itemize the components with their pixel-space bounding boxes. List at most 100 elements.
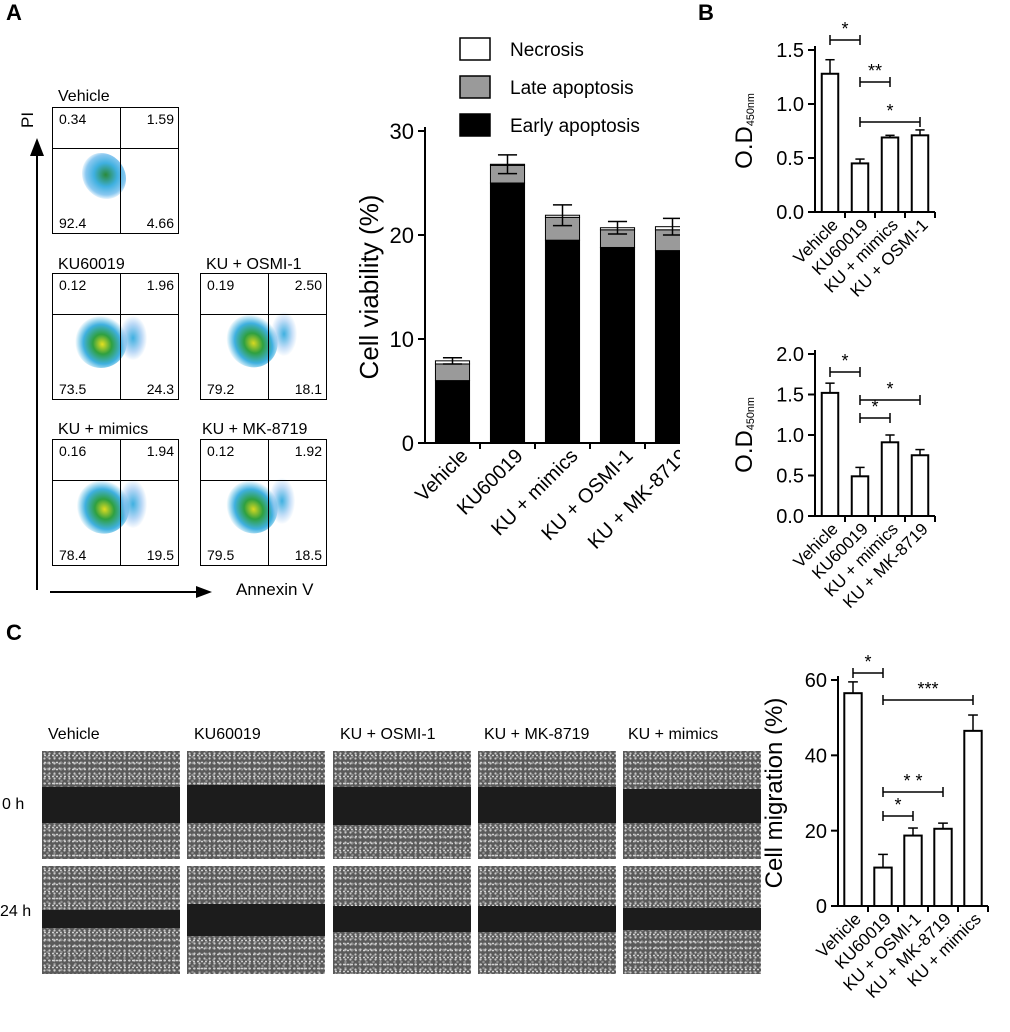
bar: [933, 827, 953, 908]
wound-col-label: KU + OSMI-1: [340, 726, 436, 743]
quadrant-lr: 18.5: [294, 547, 322, 563]
quadrant-ll: 79.2: [207, 381, 235, 397]
bar: [850, 162, 870, 213]
bar-segment: [434, 380, 471, 444]
wound-image: [187, 866, 325, 974]
quadrant-ur: 1.96: [146, 277, 174, 293]
bar: [843, 692, 863, 907]
wound-image: [478, 866, 616, 974]
flow-y-arrow: [30, 138, 44, 590]
flow-plot-label: KU60019: [58, 256, 125, 273]
wound-image: [333, 866, 471, 974]
quadrant-ur: 1.94: [146, 443, 174, 459]
bar: [910, 134, 930, 213]
quadrant-ll: 79.5: [207, 547, 235, 563]
quadrant-ur: 2.50: [294, 277, 322, 293]
significance-label: *: [894, 795, 901, 815]
bar: [910, 454, 930, 517]
y-tick-label: 2.0: [776, 344, 804, 366]
bar: [880, 136, 900, 213]
flow-plot-box: 0.12 1.96 73.5 24.3: [52, 273, 179, 400]
y-axis-label-subscript: 450nm: [745, 93, 757, 126]
y-axis-label: Cell viability (%): [354, 195, 384, 380]
y-tick-label: 1.5: [776, 40, 804, 62]
flow-plot-box: 0.16 1.94 78.4 19.5: [52, 439, 179, 566]
quadrant-ll: 73.5: [59, 381, 87, 397]
flow-plot-label: Vehicle: [58, 88, 110, 105]
bar-segment: [599, 246, 636, 444]
significance-label: *: [841, 351, 848, 371]
flow-plot-label: KU + MK-8719: [202, 421, 308, 438]
legend-label: Early apoptosis: [510, 116, 640, 137]
significance-label: *: [886, 379, 893, 399]
bar-segment: [544, 239, 581, 444]
wound-image: [478, 751, 616, 859]
y-tick-label: 30: [390, 119, 414, 144]
y-tick-label: 0.0: [776, 506, 804, 528]
quadrant-ul: 0.19: [207, 277, 235, 293]
wound-image: [623, 866, 761, 974]
bar: [880, 441, 900, 517]
quadrant-ll: 92.4: [59, 215, 87, 231]
bar-segment: [654, 226, 680, 231]
y-tick-label: 10: [390, 327, 414, 352]
significance-label: *: [886, 101, 893, 121]
quadrant-ul: 0.16: [59, 443, 87, 459]
flow-x-label: Annexin V: [236, 580, 314, 599]
y-axis-label: Cell migration (%): [761, 698, 788, 889]
flow-plot-box: 0.12 1.92 79.5 18.5: [200, 439, 327, 566]
quadrant-ul: 0.12: [59, 277, 87, 293]
y-tick-label: 0.5: [776, 466, 804, 488]
wound-image: [187, 751, 325, 859]
flow-y-label: PI: [18, 111, 37, 128]
bar-segment: [654, 229, 680, 252]
panel-label-b: B: [698, 0, 714, 25]
legend-swatch: [459, 113, 491, 137]
significance-label: *: [841, 20, 848, 39]
y-axis-label: O.D450nm: [731, 397, 758, 473]
legend-swatch: [459, 37, 491, 61]
legend-swatch: [459, 75, 491, 99]
y-tick-label: 60: [805, 670, 827, 692]
y-tick-label: 1.5: [776, 385, 804, 407]
significance-label: ***: [917, 679, 938, 699]
y-tick-label: 20: [805, 821, 827, 843]
bar: [820, 391, 840, 518]
wound-image: [42, 751, 180, 859]
quadrant-lr: 4.66: [146, 215, 174, 231]
bar: [963, 729, 983, 907]
quadrant-lr: 24.3: [146, 381, 174, 397]
quadrant-lr: 19.5: [146, 547, 174, 563]
significance-label: * *: [903, 771, 922, 791]
quadrant-ul: 0.34: [59, 111, 87, 127]
wound-row-label: 24 h: [0, 903, 32, 920]
y-tick-label: 20: [390, 223, 414, 248]
bar-segment: [654, 250, 680, 444]
quadrant-ur: 1.92: [294, 443, 322, 459]
wound-image: [623, 751, 761, 859]
quadrant-ul: 0.12: [207, 443, 235, 459]
bar-segment: [489, 182, 526, 444]
flow-plot-label: KU + OSMI-1: [206, 256, 302, 273]
flow-plot-label: KU + mimics: [58, 421, 149, 438]
y-tick-label: 0.5: [776, 148, 804, 170]
legend-label: Late apoptosis: [510, 78, 634, 99]
flow-x-arrow: [50, 586, 212, 598]
flow-plot-box: 0.34 1.59 92.4 4.66: [52, 107, 179, 234]
bar: [873, 866, 893, 907]
wound-col-label: KU + MK-8719: [484, 726, 590, 743]
significance-label: *: [864, 652, 871, 672]
bar: [850, 475, 870, 517]
quadrant-ll: 78.4: [59, 547, 87, 563]
y-tick-label: 1.0: [776, 425, 804, 447]
y-tick-label: 40: [805, 746, 827, 768]
bar-segment: [434, 363, 471, 382]
wound-row-label: 0 h: [2, 796, 25, 813]
wound-image: [333, 751, 471, 859]
significance-label: *: [871, 397, 878, 417]
flow-plot-box: 0.19 2.50 79.2 18.1: [200, 273, 327, 400]
